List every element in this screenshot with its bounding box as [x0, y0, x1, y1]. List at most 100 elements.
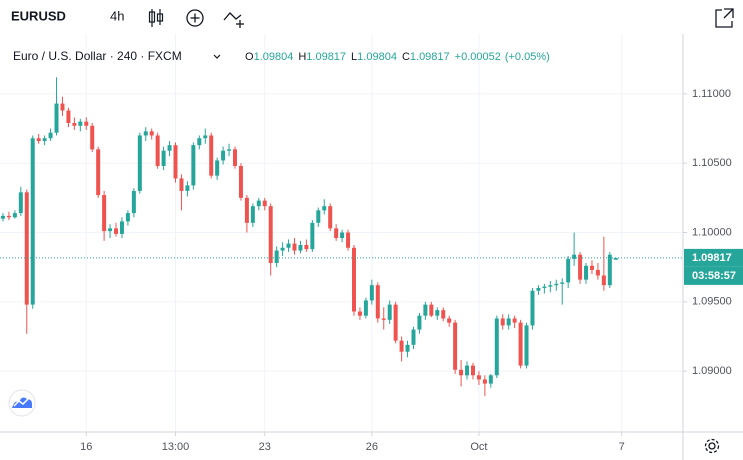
- legend-key: L: [351, 51, 357, 63]
- candle-body: [482, 379, 487, 384]
- legend-value: 1.09817: [306, 51, 346, 63]
- candle-body: [167, 145, 172, 151]
- candle-body: [405, 344, 410, 352]
- candle-body: [340, 232, 345, 239]
- candle-body: [250, 206, 255, 223]
- candle-body: [24, 192, 29, 305]
- candle-body: [262, 200, 267, 207]
- candle-body: [215, 160, 220, 176]
- candle-body: [328, 206, 333, 229]
- y-tick-label: 1.10000: [692, 226, 732, 238]
- candle-body: [459, 369, 464, 376]
- legend-value: 1.09817: [410, 51, 450, 63]
- x-tick-label: 7: [619, 441, 625, 453]
- candle-body: [429, 304, 434, 316]
- candle-body: [102, 195, 107, 232]
- candle-body: [607, 254, 612, 286]
- candle-body: [36, 138, 41, 142]
- x-tick-label: 26: [366, 441, 378, 453]
- candle-body: [227, 149, 232, 151]
- candle-body: [447, 318, 452, 323]
- candle-body: [280, 247, 285, 251]
- legend-chevron[interactable]: [213, 54, 221, 59]
- candle-body: [191, 145, 196, 186]
- candle-body: [137, 135, 142, 191]
- candle-body: [387, 304, 392, 320]
- candle-body: [84, 121, 89, 126]
- candle-body: [304, 244, 309, 250]
- candle-body: [54, 103, 59, 133]
- countdown: 03:58:57: [692, 270, 736, 282]
- y-tick-label: 1.10500: [692, 157, 732, 169]
- plot: [0, 77, 683, 397]
- candle-body: [518, 322, 523, 366]
- legend-title[interactable]: Euro / U.S. Dollar · 240 · FXCM: [13, 49, 182, 63]
- candle-body: [465, 365, 470, 376]
- candle-body: [542, 286, 547, 288]
- interval[interactable]: 4h: [110, 8, 124, 23]
- candle-body: [125, 213, 130, 222]
- candle-body: [268, 206, 273, 264]
- candle-body: [131, 190, 136, 214]
- candle-body: [292, 243, 297, 251]
- countdown-box: [684, 266, 743, 285]
- candle-body: [6, 215, 11, 218]
- candle-body: [381, 318, 386, 320]
- candle-body: [96, 149, 101, 196]
- symbol[interactable]: EURUSD: [11, 8, 66, 23]
- candle-body: [18, 192, 23, 214]
- candle-body: [560, 282, 565, 284]
- candle-body: [572, 254, 577, 259]
- candle-body: [238, 165, 243, 198]
- candle-body: [256, 200, 261, 207]
- candle-body: [566, 258, 571, 283]
- candle-body: [334, 228, 339, 239]
- candle-body: [203, 135, 208, 139]
- popout-icon[interactable]: [715, 8, 734, 28]
- candle-body: [274, 250, 279, 264]
- candle-body: [346, 232, 351, 248]
- legend-key: O: [245, 51, 254, 63]
- y-tick-label: 1.09500: [692, 296, 732, 308]
- legend-change: +0.00052: [455, 51, 501, 63]
- legend-value: 1.09804: [254, 51, 294, 63]
- candle-body: [488, 375, 493, 384]
- candle-body: [197, 138, 202, 146]
- candle-body: [209, 135, 214, 176]
- last-price-label: 1.09817: [692, 252, 732, 264]
- candle-body: [584, 265, 589, 280]
- candle-body: [72, 122, 77, 126]
- candle-body: [476, 375, 481, 380]
- candle-body: [494, 318, 499, 376]
- candle-body: [393, 304, 398, 341]
- candle-body: [500, 318, 505, 326]
- candle-body: [161, 150, 166, 166]
- candle-body: [589, 265, 594, 270]
- last-price-box: [684, 248, 743, 267]
- compare-icon[interactable]: [223, 12, 244, 28]
- candle-body: [399, 340, 404, 352]
- candle-body: [221, 150, 226, 161]
- candle-body: [613, 257, 618, 260]
- y-tick-label: 1.09000: [692, 365, 732, 377]
- logo[interactable]: [8, 389, 36, 417]
- candle-body: [310, 222, 315, 250]
- candle-body: [108, 228, 113, 232]
- candle-body: [554, 283, 559, 286]
- candle-style-icon[interactable]: [148, 9, 164, 27]
- candle-body: [119, 221, 124, 234]
- candle-body: [155, 135, 160, 166]
- axes: 1.09000 1.09500 1.10000 1.10500 1.11000 16 13:…: [80, 88, 743, 453]
- candle-body: [512, 318, 517, 323]
- candle-body: [357, 311, 362, 316]
- candle-body: [179, 178, 184, 191]
- candle-body: [185, 185, 190, 191]
- indicators-icon[interactable]: [186, 9, 204, 27]
- candle-body: [369, 285, 374, 301]
- candle-body: [244, 197, 249, 223]
- candle-body: [322, 206, 327, 211]
- legend-value: 1.09804: [357, 51, 397, 63]
- candle-body: [90, 125, 95, 150]
- settings-icon[interactable]: [704, 438, 720, 454]
